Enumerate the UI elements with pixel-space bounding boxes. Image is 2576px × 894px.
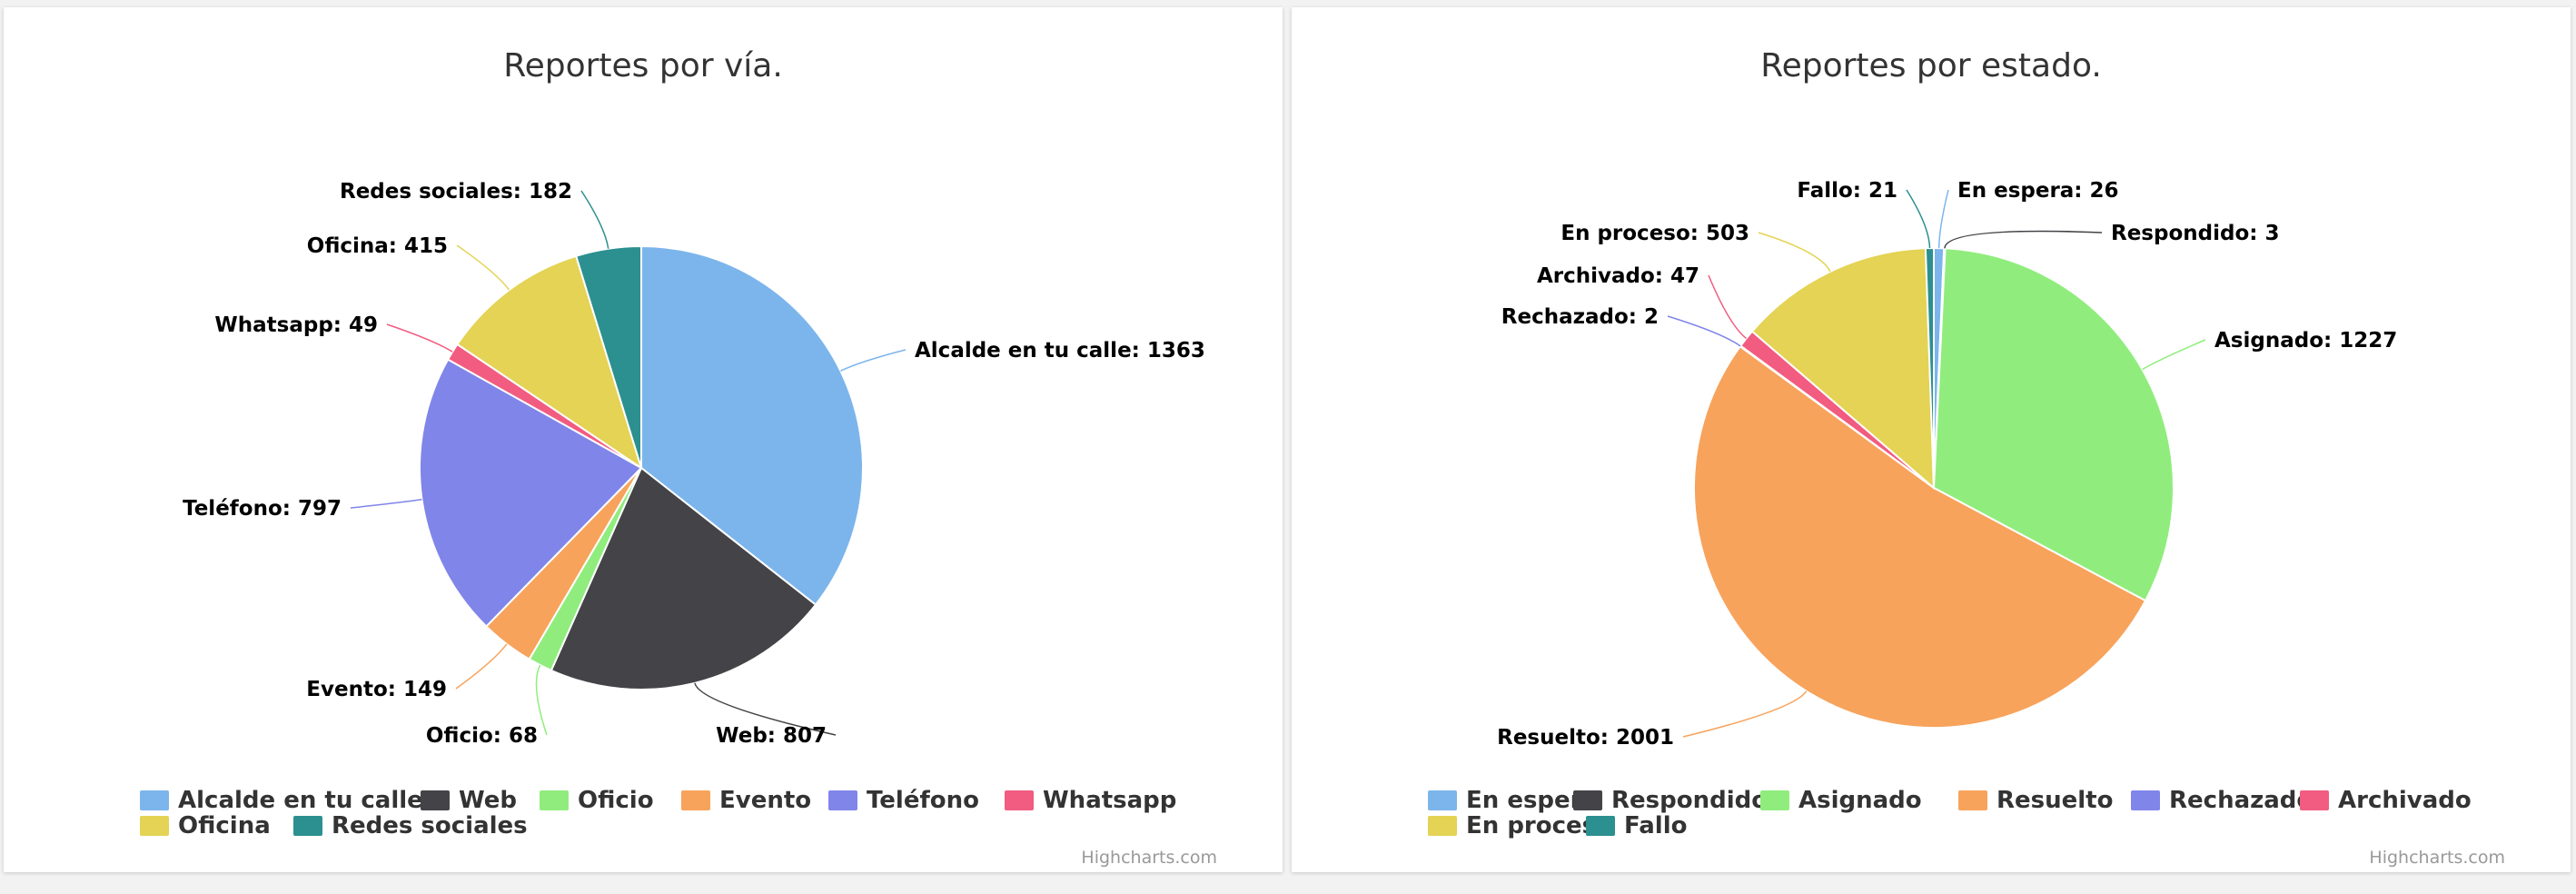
data-label-archivado: Archivado: 47 [1537, 264, 1699, 288]
legend-item-en-espera[interactable]: En espera [1428, 787, 1598, 814]
legend-label: Web [459, 787, 517, 814]
legend-label: Asignado [1798, 787, 1922, 814]
data-label-rechazado: Rechazado: 2 [1501, 305, 1659, 329]
chart-panel-estado: Reportes por estado. En espera: 26 Respon… [1292, 7, 2571, 872]
legend-item-web[interactable]: Web [421, 787, 517, 814]
legend-swatch [828, 790, 857, 810]
legend-swatch [1573, 790, 1602, 810]
legend-item-resuelto[interactable]: Resuelto [1958, 787, 2113, 814]
legend-label: Archivado [2338, 787, 2472, 814]
connector-oficio [535, 664, 548, 736]
pie-slice-telefono[interactable] [419, 358, 643, 628]
data-label-web: Web: 807 [716, 724, 827, 748]
data-label-asignado: Asignado: 1227 [2214, 329, 2397, 353]
legend-swatch [1428, 790, 1457, 810]
data-label-redes-sociales: Redes sociales: 182 [340, 180, 572, 204]
data-label-oficina: Oficina: 415 [307, 234, 448, 258]
chart-panel-via: Reportes por vía. Alcalde en tu calle: 1… [4, 7, 1283, 872]
pie-slice-fallo[interactable] [1924, 246, 1935, 489]
credits-link[interactable]: Highcharts.com [1081, 848, 1217, 868]
legend-item-respondido[interactable]: Respondido [1573, 787, 1768, 814]
connector-evento [455, 643, 508, 690]
legend-label: Rechazado [2169, 787, 2313, 814]
connector-web [694, 682, 837, 736]
legend-label: Fallo [1624, 812, 1687, 839]
data-label-en-proceso: En proceso: 503 [1560, 222, 1749, 245]
legend-label: Redes sociales [332, 812, 528, 839]
legend-item-fallo[interactable]: Fallo [1586, 812, 1687, 839]
data-label-evento: Evento: 149 [306, 678, 447, 701]
connector-archivado [1708, 274, 1747, 340]
pie-slice-redes-sociales[interactable] [574, 244, 642, 469]
pie-chart-estado: Reportes por estado. En espera: 26 Respon… [1428, 47, 2505, 868]
legend-item-evento[interactable]: Evento [681, 787, 811, 814]
legend-item-archivado[interactable]: Archivado [2300, 787, 2472, 814]
credits-link[interactable]: Highcharts.com [2369, 848, 2505, 868]
connector-alcalde-en-tu-calle [840, 349, 907, 372]
legend-swatch [1760, 790, 1789, 810]
legend-item-whatsapp[interactable]: Whatsapp [1005, 787, 1176, 814]
connector-en-proceso [1758, 232, 1831, 273]
legend-item-redes-sociales[interactable]: Redes sociales [293, 812, 528, 839]
legend-swatch [681, 790, 710, 810]
legend-swatch [1428, 816, 1457, 836]
data-label-fallo: Fallo: 21 [1797, 179, 1897, 203]
legend-label: Teléfono [867, 787, 979, 814]
data-label-en-espera: En espera: 26 [1957, 179, 2119, 203]
legend-swatch [140, 816, 169, 836]
pie-slice-oficina[interactable] [456, 254, 643, 471]
pie-chart-via: Reportes por vía. Alcalde en tu calle: 1… [140, 47, 1217, 868]
data-label-resuelto: Resuelto: 2001 [1497, 726, 1674, 750]
legend-label: Oficina [178, 812, 271, 839]
legend-item-asignado[interactable]: Asignado [1760, 787, 1922, 814]
legend-item-en-proceso[interactable]: En proceso [1428, 812, 1612, 839]
connector-telefono [350, 498, 422, 509]
chart-title: Reportes por estado. [1760, 47, 2102, 84]
connector-redes-sociales [580, 190, 609, 249]
legend-item-oficio[interactable]: Oficio [540, 787, 654, 814]
legend-item-oficina[interactable]: Oficina [140, 812, 271, 839]
legend-item-alcalde-en-tu-calle[interactable]: Alcalde en tu calle [140, 787, 423, 814]
legend-swatch [1958, 790, 1987, 810]
legend-item-telefono[interactable]: Teléfono [828, 787, 979, 814]
legend-swatch [1005, 790, 1034, 810]
connector-whatsapp [386, 323, 453, 353]
legend-swatch [421, 790, 450, 810]
data-label-telefono: Teléfono: 797 [183, 497, 342, 521]
legend-label: Whatsapp [1043, 787, 1176, 814]
data-label-respondido: Respondido: 3 [2111, 222, 2279, 245]
legend-label: Oficio [578, 787, 654, 814]
legend-item-rechazado[interactable]: Rechazado [2131, 787, 2313, 814]
connector-fallo [1906, 189, 1931, 249]
legend-label: Respondido [1611, 787, 1768, 814]
legend-swatch [540, 790, 569, 810]
legend-label: Resuelto [1996, 787, 2113, 814]
legend-swatch [140, 790, 169, 810]
legend-swatch [2300, 790, 2329, 810]
legend-swatch [1586, 816, 1615, 836]
connector-resuelto [1682, 690, 1808, 738]
legend-swatch [2131, 790, 2160, 810]
data-label-alcalde-en-tu-calle: Alcalde en tu calle: 1363 [915, 339, 1205, 363]
pie-slice-resuelto[interactable] [1693, 344, 2147, 729]
pie-slice-en-proceso[interactable] [1750, 247, 1936, 491]
chart-title: Reportes por vía. [503, 47, 783, 84]
connector-rechazado [1667, 315, 1741, 347]
connector-asignado [2142, 339, 2206, 371]
connector-oficina [456, 244, 510, 291]
connector-en-espera [1937, 189, 1949, 249]
legend-label: Alcalde en tu calle [178, 787, 423, 814]
legend-swatch [293, 816, 322, 836]
legend-label: Evento [719, 787, 811, 814]
data-label-whatsapp: Whatsapp: 49 [214, 313, 378, 337]
data-label-oficio: Oficio: 68 [426, 724, 538, 748]
connector-respondido [1944, 230, 2103, 249]
